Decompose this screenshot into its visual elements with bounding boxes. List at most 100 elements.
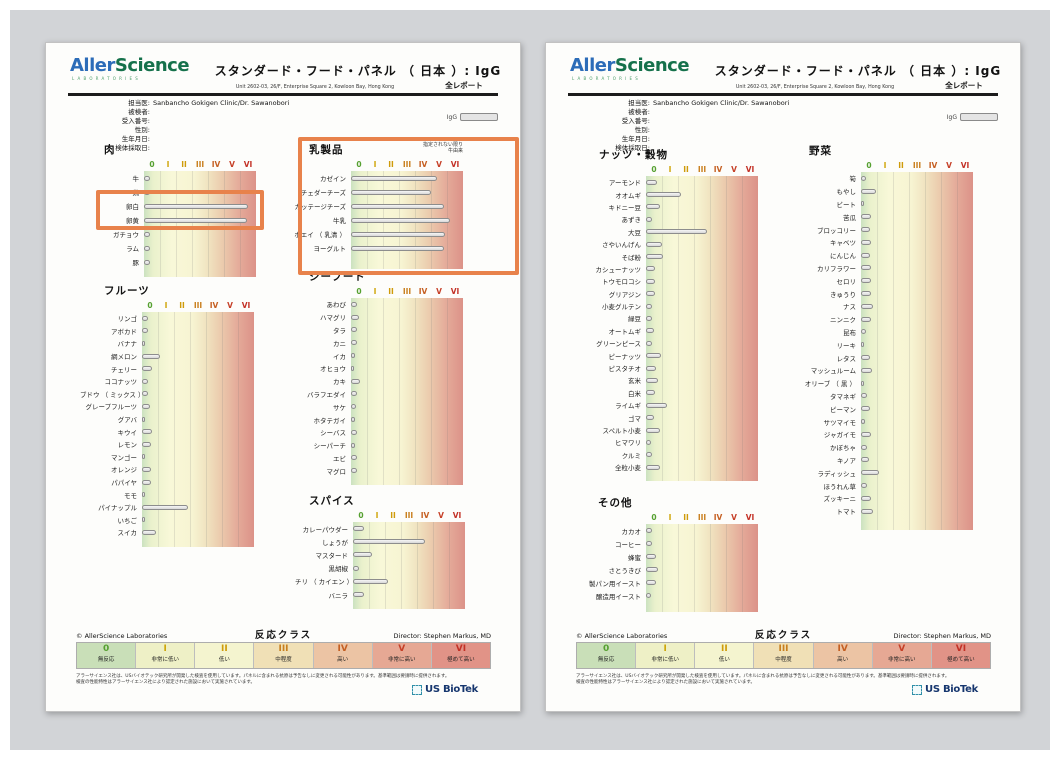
logo-text-aller: Aller <box>570 55 615 76</box>
chart-item-label: 小麦グルテン <box>602 303 641 312</box>
chart-row: 牛 <box>102 171 256 185</box>
chart-item-label: マンゴー <box>111 453 137 462</box>
chart-item-label: そば粉 <box>621 253 642 262</box>
scale-class-label: 0 <box>356 160 362 169</box>
chart-row: オオムギ <box>588 188 758 200</box>
chart-row: かぼちゃ <box>801 441 973 454</box>
chart-bar <box>646 303 653 309</box>
scale-class-label: VI <box>745 513 755 522</box>
chart-row: キノア <box>801 454 973 467</box>
chart-row: 筍 <box>801 172 973 185</box>
scale-class-label: III <box>697 165 707 174</box>
chart-row: ヒマワリ <box>588 436 758 448</box>
chart-row: 全粒小麦 <box>588 461 758 473</box>
scale-class-label: VI <box>452 511 462 520</box>
chart-row: ニンニク <box>801 313 973 326</box>
chart-item-label: リーキ <box>836 341 857 350</box>
chart-item-label: オートムギ <box>608 327 642 336</box>
fine-print: アラーサイエンス社は、USバイオテック研究所が開発した検査を使用しています。パネ… <box>576 674 991 686</box>
report-page-1: AllerScience LABORATORIES スタンダード・フード・パネル… <box>45 42 521 712</box>
chart-item-label: サツマイモ <box>823 418 857 427</box>
chart-meat: 0 I II III IV V VI 牛鶏卵白 卵黄 ガチョウ ラム豚 <box>102 160 256 277</box>
patient-field-row: 性別: <box>84 126 289 135</box>
patient-field-label: 性別: <box>634 126 650 134</box>
chart-row: ズッキーニ <box>801 492 973 505</box>
fine-print: アラーサイエンス社は、USバイオテック研究所が開発した検査を使用しています。パネ… <box>76 674 491 686</box>
chart-bar <box>142 416 146 422</box>
chart-row: グレープフルーツ <box>80 400 254 413</box>
section-title-meat: 肉 <box>104 144 116 156</box>
scale-class-label: IV <box>928 161 938 170</box>
chart-item-label: キャベツ <box>830 239 856 248</box>
chart-row: ピーナッツ <box>588 349 758 361</box>
chart-bar <box>351 217 451 223</box>
chart-row: バラフエダイ <box>306 388 463 401</box>
scale-class-label: III <box>697 513 707 522</box>
logo-text-science: Science <box>114 55 190 76</box>
chart-row: 牛乳 <box>291 213 463 227</box>
chart-bar <box>646 216 652 222</box>
chart-row: サケ <box>306 400 463 413</box>
legend-class-desc: 極めて高い <box>947 657 975 663</box>
chart-dairy: 0 I II III IV V VI カゼイン チェダーチーズ カッテージチーズ 牛乳 ホエイ （ 乳… <box>291 160 463 269</box>
chart-bar <box>861 329 866 335</box>
chart-item-label: 黒胡椒 <box>328 565 349 574</box>
chart-row: チェリー <box>80 362 254 375</box>
legend-cell: I 非常に低い <box>635 643 695 668</box>
chart-row: マスタード <box>295 548 465 561</box>
chart-row: ラディッシュ <box>801 466 973 479</box>
chart-bar <box>646 452 653 458</box>
chart-bar <box>861 419 865 425</box>
chart-bar <box>861 444 868 450</box>
chart-row: アーモンド <box>588 176 758 188</box>
chart-item-label: ラム <box>126 245 139 253</box>
chart-bar <box>144 189 151 195</box>
chart-bar <box>353 552 373 558</box>
chart-row: エビ <box>306 452 463 465</box>
patient-field-row: 担当医: Sanbancho Gokigen Clinic/Dr. Sawanob… <box>84 99 289 108</box>
chart-item-label: トマト <box>836 508 857 517</box>
legend-class-desc: 非常に低い <box>151 657 179 663</box>
chart-bar <box>144 203 248 209</box>
chart-bar <box>142 492 146 498</box>
chart-row: もやし <box>801 185 973 198</box>
chart-item-label: ココナッツ <box>104 378 138 387</box>
header-subrow: Unit 2602-03, 26/F, Enterprise Square 2,… <box>709 80 1007 91</box>
patient-field-row: 性別: <box>584 126 789 135</box>
chart-row: モモ <box>80 488 254 501</box>
chart-row: ピスタチオ <box>588 362 758 374</box>
chart-bar <box>351 189 431 195</box>
chart-gradient-background <box>861 172 973 530</box>
chart-item-label: パパイヤ <box>111 479 137 488</box>
chart-row: 緑豆 <box>588 312 758 324</box>
chart-bar <box>861 470 880 476</box>
chart-bar <box>646 402 667 408</box>
chart-bar <box>646 580 657 585</box>
chart-bar <box>861 508 873 514</box>
patient-field-value: Sanbancho Gokigen Clinic/Dr. Sawanobori <box>153 99 290 107</box>
chart-item-label: リンゴ <box>117 315 138 324</box>
chart-bar <box>351 455 357 461</box>
igg-sample-bar <box>960 113 998 121</box>
chart-row: ホエイ （ 乳清 ） <box>291 227 463 241</box>
chart-item-label: チリ （ カイエン ） <box>295 578 354 587</box>
chart-item-label: 鶏 <box>132 189 140 197</box>
chart-others: 0 I II III IV V VI カカオ コーヒー 蜂蜜 さとうきび 製パン用イースト 醸造用イース… <box>586 513 758 612</box>
legend-cell: III 中程度 <box>253 643 313 668</box>
scale-class-label: I <box>164 301 168 310</box>
report-type: 全レポート <box>445 81 483 90</box>
igg-label: IgG <box>946 113 957 121</box>
scale-class-label: I <box>375 511 379 520</box>
chart-bar <box>646 340 652 346</box>
chart-seafood: 0 I II III IV V VI あわび ハマグリ タラ カニ イカ オヒョウ カキ バラフエダイ サケホ… <box>306 287 463 486</box>
legend-cell: I 非常に低い <box>135 643 195 668</box>
scale-class-label: II <box>390 511 396 520</box>
section-nuts-grains: ナッツ・穀物 0 I II III IV V VI アーモンド オオムギ キドニー豆 あずき 大豆 さや… <box>588 147 758 482</box>
chart-item-label: ナス <box>843 303 856 312</box>
chart-row: ヨーグルト <box>291 241 463 255</box>
usbiotek-logo: US BioTek <box>912 684 978 695</box>
chart-bar <box>351 417 355 423</box>
scale-class-label: IV <box>209 301 219 310</box>
chart-row: グリアジン <box>588 288 758 300</box>
lab-address: Unit 2602-03, 26/F, Enterprise Square 2,… <box>735 85 895 90</box>
